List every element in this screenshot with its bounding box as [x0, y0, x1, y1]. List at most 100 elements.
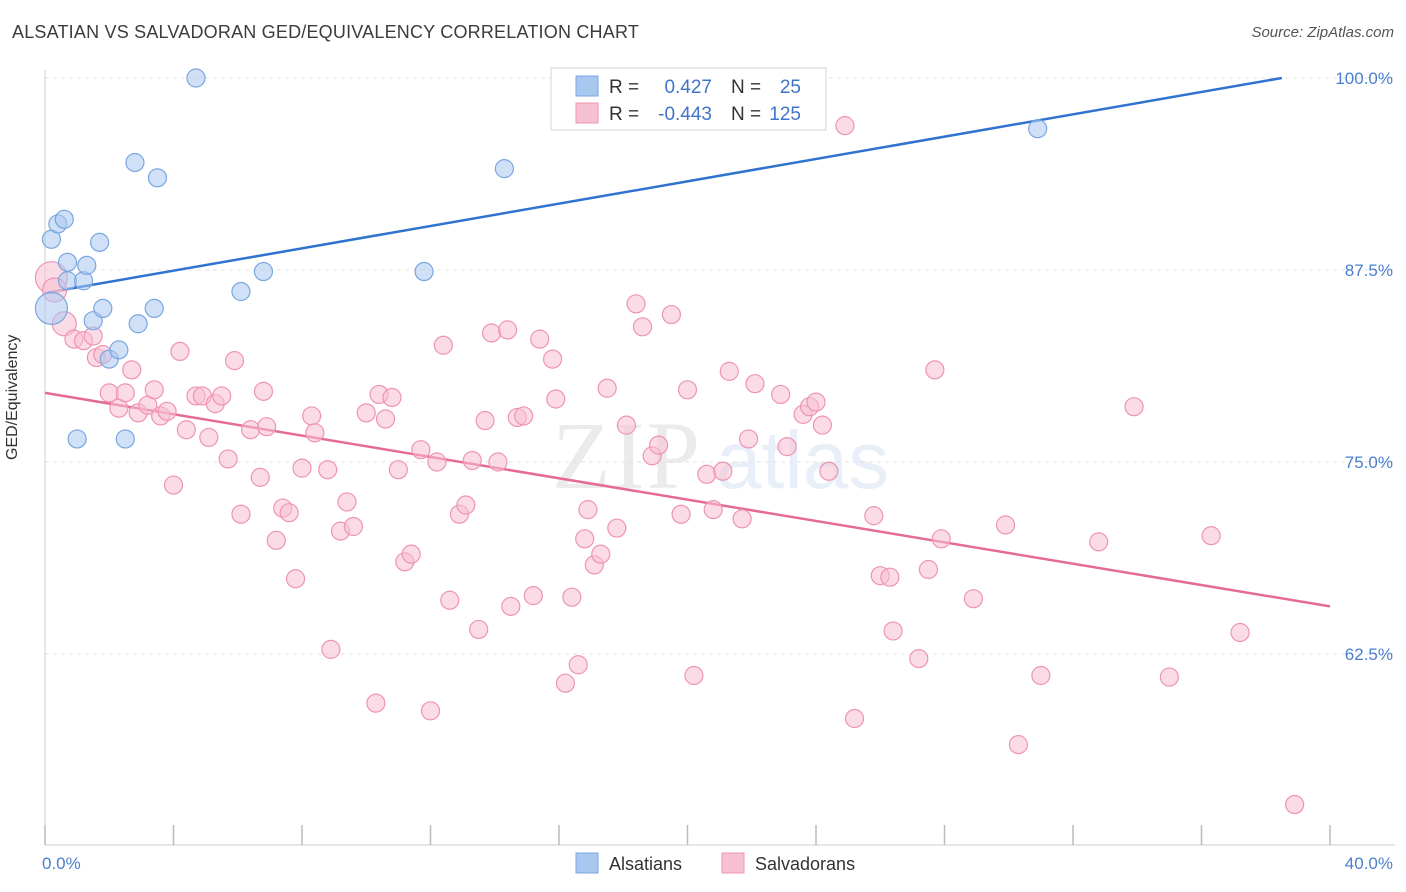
alsatians-point-3 [54, 209, 74, 229]
legend-swatch-alsatians [575, 75, 599, 97]
salvadorans-point-29 [250, 467, 270, 487]
salvadorans-point-97 [771, 384, 791, 405]
salvadorans-point-106 [864, 506, 884, 526]
salvadorans-point-91 [703, 500, 723, 520]
legend-swatch-salvadorans [575, 102, 599, 124]
salvadorans-point-111 [918, 559, 939, 580]
salvadorans-point-49 [388, 460, 408, 480]
alsatians-point-16 [128, 314, 148, 334]
salvadorans-point-98 [777, 437, 797, 457]
legend-n-label-2: N = [731, 104, 761, 125]
bottom-legend-label-alsatians: Alsatians [609, 854, 682, 874]
series-salvadorans [34, 116, 1305, 815]
salvadorans-point-92 [713, 461, 733, 481]
salvadorans-point-90 [697, 464, 717, 484]
salvadorans-point-79 [597, 378, 617, 398]
salvadorans-point-18 [170, 341, 190, 362]
salvadorans-point-120 [1159, 667, 1179, 687]
salvadorans-point-47 [375, 409, 396, 429]
salvadorans-point-60 [469, 619, 489, 640]
y-tick-label-2: 87.5% [1345, 261, 1393, 280]
salvadorans-point-22 [199, 427, 219, 448]
alsatians-point-18 [147, 168, 168, 188]
alsatians-point-5 [57, 271, 78, 291]
alsatians-point-13 [109, 340, 129, 360]
salvadorans-point-109 [883, 621, 903, 641]
x-tick-label-0: 0.0% [42, 854, 81, 873]
salvadorans-point-42 [337, 492, 357, 512]
salvadorans-point-96 [745, 374, 765, 394]
legend-n-value-2: 125 [769, 104, 801, 125]
salvadorans-point-35 [285, 569, 306, 589]
salvadorans-point-80 [607, 518, 627, 538]
salvadorans-point-94 [732, 509, 752, 529]
alsatians-trend-line [44, 76, 1283, 295]
y-tick-label-3: 100.0% [1335, 69, 1393, 88]
salvadorans-point-56 [440, 590, 460, 610]
salvadorans-point-88 [677, 380, 698, 400]
salvadorans-point-82 [626, 294, 646, 314]
salvadorans-point-101 [806, 392, 826, 412]
salvadorans-point-72 [555, 673, 576, 693]
salvadorans-point-44 [356, 403, 376, 423]
alsatians-point-10 [90, 232, 110, 252]
salvadorans-point-89 [684, 665, 704, 686]
salvadorans-point-69 [530, 329, 550, 349]
legend: R = 0.427 N = 25 R = -0.443 N = 125 [550, 67, 827, 131]
salvadorans-point-51 [401, 544, 421, 564]
alsatians-point-15 [125, 152, 145, 173]
series-alsatians [34, 68, 1048, 449]
salvadorans-point-8 [99, 383, 119, 403]
salvadorans-point-71 [546, 389, 566, 409]
chart-title: ALSATIAN VS SALVADORAN GED/EQUIVALENCY C… [12, 22, 640, 42]
salvadorans-point-52 [411, 440, 431, 460]
salvadorans-point-118 [1089, 532, 1109, 552]
salvadorans-point-110 [909, 649, 929, 669]
salvadorans-point-10 [115, 383, 135, 403]
alsatians-point-20 [231, 281, 251, 302]
salvadorans-point-105 [844, 708, 865, 729]
svg-text:atlas: atlas [716, 415, 889, 506]
salvadorans-point-68 [523, 586, 543, 606]
salvadorans-point-123 [1285, 794, 1305, 815]
salvadorans-point-83 [632, 317, 653, 337]
legend-r-value-1: 0.427 [664, 77, 712, 98]
salvadorans-point-28 [241, 420, 261, 440]
bottom-legend-label-salvadorans: Salvadorans [755, 854, 855, 874]
salvadorans-point-58 [456, 495, 476, 515]
salvadorans-point-53 [420, 701, 441, 721]
alsatians-point-24 [1028, 119, 1048, 139]
alsatians-point-23 [494, 159, 514, 179]
salvadorans-point-104 [835, 116, 855, 136]
source-label: Source: ZipAtlas.com [1251, 24, 1394, 41]
legend-r-value-2: -0.443 [658, 104, 712, 125]
salvadorans-point-112 [925, 360, 945, 380]
salvadorans-point-117 [1031, 665, 1051, 686]
salvadorans-point-59 [462, 450, 482, 471]
salvadorans-point-38 [305, 423, 325, 443]
salvadorans-point-76 [578, 500, 598, 520]
alsatians-point-4 [57, 252, 78, 272]
salvadorans-point-73 [562, 587, 582, 607]
salvadorans-point-87 [671, 504, 691, 524]
axes [44, 70, 1395, 846]
alsatians-point-6 [67, 429, 87, 449]
salvadorans-point-63 [488, 452, 508, 472]
alsatians-point-14 [115, 429, 135, 449]
salvadorans-point-31 [257, 417, 277, 437]
salvadorans-point-75 [575, 529, 595, 549]
salvadorans-point-62 [481, 323, 502, 343]
salvadorans-point-61 [475, 410, 495, 431]
salvadorans-point-40 [321, 639, 341, 659]
salvadorans-point-30 [253, 381, 274, 401]
salvadorans-point-45 [366, 693, 386, 713]
salvadorans-point-74 [568, 655, 588, 675]
legend-r-label-2: R = [609, 104, 639, 125]
salvadorans-point-19 [176, 420, 196, 440]
salvadorans-point-37 [302, 406, 322, 426]
alsatians-point-21 [253, 261, 274, 282]
salvadorans-point-26 [224, 351, 245, 371]
legend-r-label-1: R = [609, 77, 639, 98]
y-tick-label-1: 75.0% [1345, 453, 1393, 472]
